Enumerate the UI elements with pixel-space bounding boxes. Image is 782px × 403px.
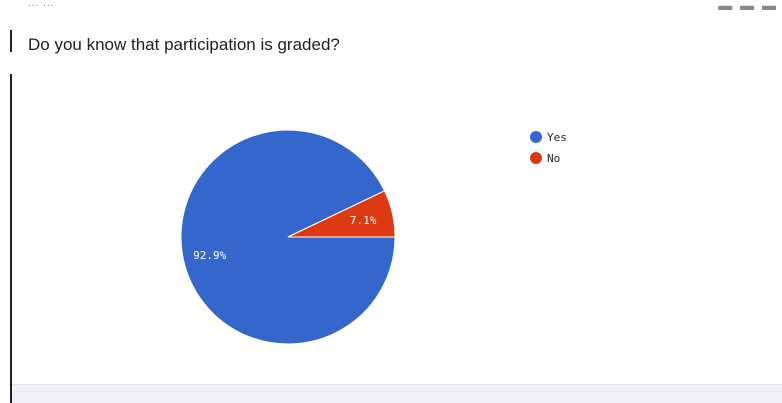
- pie-labels: 92.9% 7.1%: [193, 214, 377, 262]
- header-ellipsis: ... ...: [28, 0, 55, 9]
- pie-slices: [180, 129, 396, 345]
- legend-label-yes: Yes: [547, 131, 567, 144]
- chart-left-border: [10, 74, 12, 403]
- question-left-border: [10, 30, 12, 52]
- pie-label-yes: 92.9%: [193, 249, 226, 262]
- pie-legend: Yes No: [530, 131, 567, 165]
- header-actions: ▬ ▬ ▬: [718, 0, 778, 13]
- question-title: Do you know that participation is graded…: [28, 35, 340, 54]
- legend-swatch-yes: [530, 131, 542, 143]
- pie-label-no: 7.1%: [350, 214, 377, 227]
- response-footer-strip: [12, 384, 782, 403]
- legend-label-no: No: [547, 152, 560, 165]
- legend-swatch-no: [530, 152, 542, 164]
- pie-slice-no: [287, 190, 396, 238]
